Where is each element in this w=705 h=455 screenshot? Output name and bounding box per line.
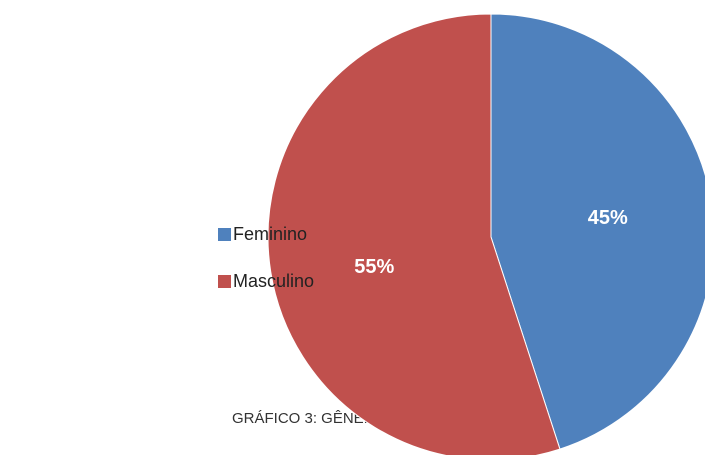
caption: GRÁFICO 3: GÊNERO [232, 410, 386, 427]
legend-swatch [218, 275, 231, 288]
legend-swatch [218, 228, 231, 241]
data-label: 45% [588, 207, 628, 229]
legend-label: Masculino [233, 271, 314, 291]
data-label: 55% [354, 256, 394, 278]
legend-label: Feminino [233, 224, 307, 244]
pie-slice [490, 13, 705, 450]
pie-slice [267, 13, 561, 455]
